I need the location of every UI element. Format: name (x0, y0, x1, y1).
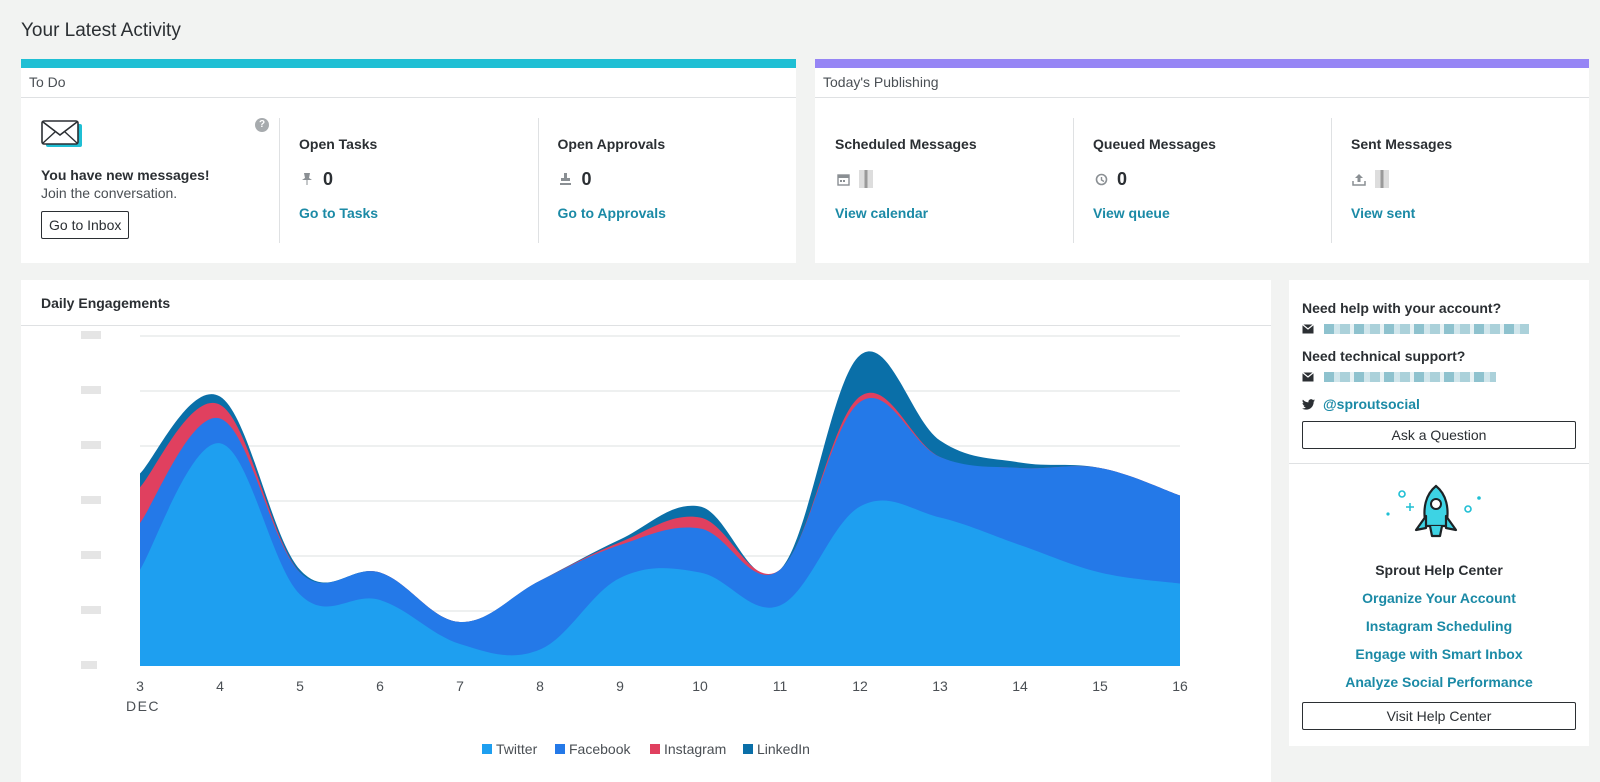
twitter-icon (1302, 398, 1315, 410)
queue-icon (1093, 171, 1109, 187)
account-help-question: Need help with your account? (1302, 300, 1502, 316)
rocket-icon (1386, 484, 1481, 538)
legend-swatch-facebook (555, 744, 565, 754)
engagements-chart: 3 4 5 6 7 8 9 10 11 12 13 14 15 16 DEC Twitter Facebook I… (81, 331, 1188, 757)
queued-count: 0 (1117, 168, 1128, 189)
scheduled-section: Scheduled Messages View calendar (815, 98, 1073, 263)
envelope-icon (41, 120, 82, 147)
help-icon[interactable]: ? (255, 118, 269, 132)
view-sent-link[interactable]: View sent (1351, 205, 1416, 221)
x-tick-label: 5 (296, 678, 304, 694)
x-tick-label: 12 (852, 678, 868, 694)
view-calendar-link[interactable]: View calendar (835, 205, 929, 221)
x-tick-label: 7 (456, 678, 464, 694)
x-tick-label: 4 (216, 678, 224, 694)
y-tick-label-redacted (81, 386, 101, 394)
open-approvals-section: Open Approvals 0 Go to Approvals (537, 98, 797, 263)
queued-title: Queued Messages (1093, 136, 1216, 152)
go-to-inbox-button[interactable]: Go to Inbox (41, 211, 130, 239)
y-tick-label-redacted (81, 441, 101, 449)
mail-icon (1302, 372, 1314, 382)
open-approvals-title: Open Approvals (557, 136, 666, 152)
todo-header: To Do (21, 68, 796, 98)
upload-icon (1351, 171, 1367, 187)
mail-icon (1302, 324, 1314, 334)
x-tick-label: 15 (1092, 678, 1108, 694)
visit-help-center-button[interactable]: Visit Help Center (1302, 702, 1576, 730)
legend-swatch-instagram (650, 744, 660, 754)
sent-section: Sent Messages View sent (1331, 98, 1589, 263)
go-to-tasks-link[interactable]: Go to Tasks (299, 205, 379, 221)
x-tick-label: 6 (376, 678, 384, 694)
legend-label-instagram: Instagram (664, 741, 726, 757)
publishing-accent-bar (815, 59, 1589, 68)
todo-accent-bar (21, 59, 796, 68)
go-to-approvals-link[interactable]: Go to Approvals (557, 205, 666, 221)
stamp-icon (558, 171, 574, 187)
open-tasks-count: 0 (323, 168, 334, 189)
x-tick-label: 13 (932, 678, 948, 694)
series-area-twitter (140, 443, 1180, 666)
publishing-card: Today's Publishing Scheduled Messages Vi… (815, 59, 1589, 263)
sent-count-redacted (1375, 170, 1389, 188)
legend-label-facebook: Facebook (569, 741, 631, 757)
x-tick-label: 9 (616, 678, 624, 694)
inbox-section: ? You have new messages! Join the conver… (21, 98, 279, 263)
x-tick-label: 14 (1012, 678, 1028, 694)
engagements-title: Daily Engagements (21, 280, 1271, 326)
account-email-redacted[interactable] (1324, 324, 1529, 334)
x-axis-label: DEC (126, 698, 160, 714)
x-tick-label: 11 (773, 678, 788, 694)
help-link-social-performance[interactable]: Analyze Social Performance (1345, 674, 1533, 690)
help-link-instagram-scheduling[interactable]: Instagram Scheduling (1365, 618, 1513, 634)
help-link-organize-account[interactable]: Organize Your Account (1362, 590, 1516, 606)
scheduled-title: Scheduled Messages (835, 136, 977, 152)
open-tasks-section: Open Tasks 0 Go to Tasks (279, 98, 538, 263)
open-tasks-title: Open Tasks (299, 136, 378, 152)
view-queue-link[interactable]: View queue (1093, 205, 1170, 221)
y-tick-label-redacted (81, 606, 101, 614)
calendar-icon (835, 171, 851, 187)
y-tick-label-redacted (81, 496, 101, 504)
twitter-handle-link[interactable]: @sproutsocial (1323, 396, 1420, 412)
technical-support-question: Need technical support? (1302, 348, 1466, 364)
pin-icon (299, 171, 315, 187)
support-panel: Need help with your account? Need techni… (1289, 280, 1589, 746)
x-tick-label: 8 (536, 678, 544, 694)
y-tick-label-redacted (81, 331, 101, 339)
x-tick-label: 16 (1172, 678, 1188, 694)
inbox-subline: Join the conversation. (41, 185, 178, 201)
x-tick-label: 10 (692, 678, 708, 694)
x-tick-label: 3 (136, 678, 144, 694)
legend-swatch-linkedin (743, 744, 753, 754)
support-email-redacted[interactable] (1324, 372, 1496, 382)
sent-title: Sent Messages (1351, 136, 1453, 152)
legend-label-twitter: Twitter (496, 741, 538, 757)
help-link-smart-inbox[interactable]: Engage with Smart Inbox (1355, 646, 1523, 662)
daily-engagements-card: Daily Engagements 3 4 5 6 7 8 9 10 11 12 13 14 15 16 D… (21, 280, 1271, 782)
help-center-title: Sprout Help Center (1375, 562, 1503, 578)
inbox-headline: You have new messages! (41, 167, 210, 183)
open-approvals-count: 0 (581, 168, 592, 189)
queued-section: Queued Messages 0 View queue (1073, 98, 1331, 263)
todo-card: To Do ? You have new messages! Join the … (21, 59, 796, 263)
page-title: Your Latest Activity (21, 20, 181, 41)
publishing-header: Today's Publishing (815, 68, 1589, 98)
legend-label-linkedin: LinkedIn (757, 741, 810, 757)
scheduled-count-redacted (859, 170, 873, 188)
legend-swatch-twitter (482, 744, 492, 754)
ask-question-button[interactable]: Ask a Question (1302, 421, 1576, 449)
y-tick-label-redacted (81, 551, 101, 559)
y-tick-label-redacted (81, 661, 97, 669)
